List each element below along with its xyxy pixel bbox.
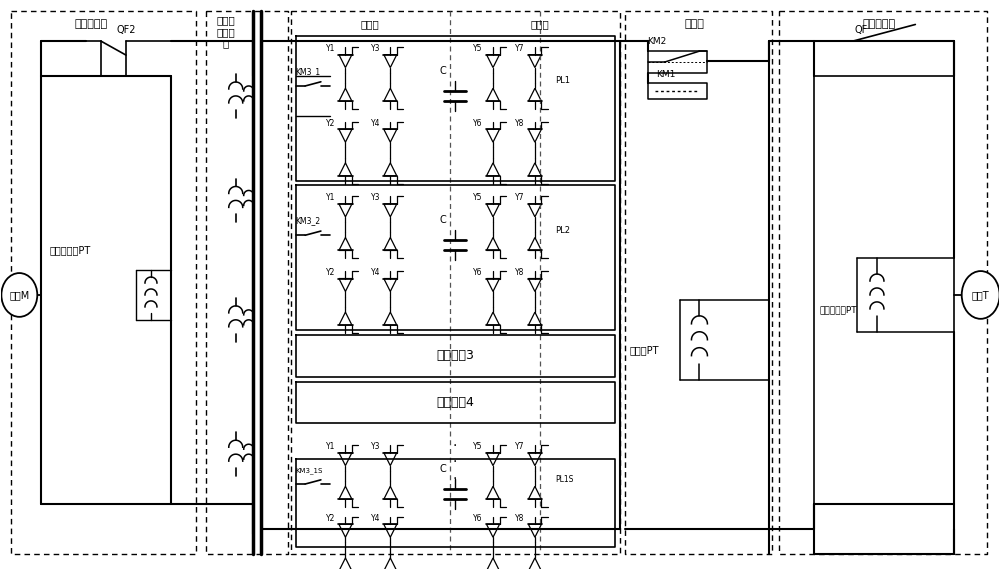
Text: 并联侧: 并联侧 — [361, 19, 380, 29]
Text: Y5: Y5 — [473, 44, 483, 53]
Text: QF: QF — [854, 25, 867, 35]
Text: Y6: Y6 — [473, 514, 483, 523]
Text: 启动柜: 启动柜 — [685, 19, 704, 29]
Text: Y4: Y4 — [371, 514, 380, 523]
Text: KM3_2: KM3_2 — [296, 216, 321, 225]
Text: Y6: Y6 — [473, 268, 483, 277]
Text: Y1: Y1 — [326, 193, 335, 202]
Ellipse shape — [1, 273, 37, 317]
Text: Y1: Y1 — [326, 442, 335, 451]
Text: Y8: Y8 — [515, 119, 525, 128]
Text: 出线开关柜: 出线开关柜 — [75, 19, 108, 29]
Text: Y4: Y4 — [371, 268, 380, 277]
Text: 功率单元3: 功率单元3 — [436, 349, 474, 362]
Text: Y2: Y2 — [326, 268, 335, 277]
Text: KM1: KM1 — [657, 70, 676, 79]
Text: Y1: Y1 — [326, 44, 335, 53]
Text: Y8: Y8 — [515, 514, 525, 523]
Text: KM3_1S: KM3_1S — [296, 467, 323, 474]
Text: C: C — [440, 66, 447, 76]
Text: 进线开关柜PT: 进线开关柜PT — [819, 306, 857, 315]
Text: Y8: Y8 — [515, 268, 525, 277]
Text: QF2: QF2 — [116, 25, 136, 35]
Text: Y7: Y7 — [515, 442, 525, 451]
Text: KM3_1: KM3_1 — [296, 67, 321, 76]
Text: Y4: Y4 — [371, 119, 380, 128]
Text: Y7: Y7 — [515, 44, 525, 53]
Text: PL2: PL2 — [555, 226, 570, 235]
Text: 功率单元4: 功率单元4 — [436, 396, 474, 409]
Text: 牵引匹
配变压
器: 牵引匹 配变压 器 — [216, 15, 235, 48]
Text: C: C — [440, 215, 447, 225]
Text: 电网M: 电网M — [9, 290, 29, 300]
Text: Y2: Y2 — [326, 119, 335, 128]
Text: 出线开关柜PT: 出线开关柜PT — [49, 245, 91, 255]
Text: ·
·
·: · · · — [453, 439, 457, 486]
Text: Y3: Y3 — [371, 442, 380, 451]
Text: Y2: Y2 — [326, 514, 335, 523]
Text: Y5: Y5 — [473, 442, 483, 451]
Text: 电网T: 电网T — [972, 290, 989, 300]
Text: Y3: Y3 — [371, 44, 380, 53]
Text: Y3: Y3 — [371, 193, 380, 202]
Text: Y7: Y7 — [515, 193, 525, 202]
Text: Y6: Y6 — [473, 119, 483, 128]
Text: KM2: KM2 — [648, 37, 667, 46]
Text: PL1S: PL1S — [555, 475, 573, 483]
Ellipse shape — [962, 271, 1000, 319]
Text: 进线开关柜: 进线开关柜 — [862, 19, 896, 29]
Text: 串联侧: 串联侧 — [531, 19, 549, 29]
Text: Y5: Y5 — [473, 193, 483, 202]
Text: C: C — [440, 464, 447, 474]
Text: 启动柜PT: 启动柜PT — [630, 345, 659, 355]
Text: PL1: PL1 — [555, 76, 570, 86]
